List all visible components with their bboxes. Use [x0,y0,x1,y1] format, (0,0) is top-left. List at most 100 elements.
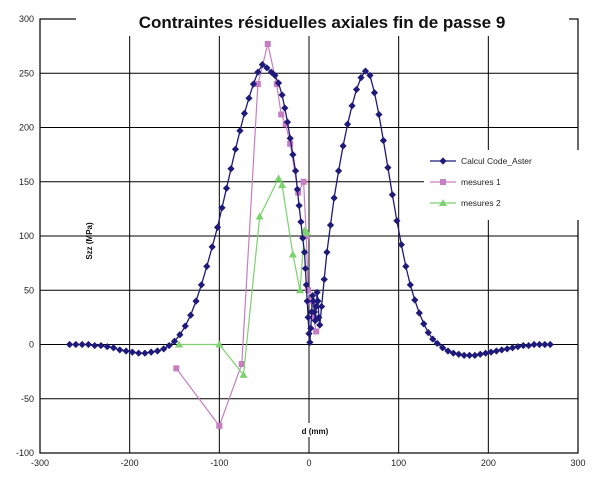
x-tick-label: 300 [570,458,585,468]
data-point [343,120,352,128]
x-tick-label: -200 [121,458,139,468]
x-tick-label: -100 [210,458,228,468]
data-point [97,341,105,350]
data-point [514,343,522,351]
data-point [482,349,490,357]
data-point [295,202,303,210]
x-axis-label: d (mm) [302,427,329,436]
data-point [492,347,501,355]
data-point [370,89,379,97]
legend-label: Calcul Code_Aster [461,156,532,166]
data-point [278,181,287,189]
data-point [192,297,200,305]
data-point [236,127,244,135]
data-point [254,68,262,76]
tick-labels: -100 -50 0 50 100 150 200 250 300 -300 -200 -100 0 10… [16,14,586,468]
data-point [122,347,130,355]
data-point [455,350,463,358]
data-point [303,228,312,236]
data-point [286,134,294,142]
data-point [282,121,289,128]
data-point [296,286,305,294]
data-point [289,151,297,159]
y-tick-label: 150 [19,177,34,187]
data-point [429,335,437,343]
data-point [263,64,271,72]
data-point [293,185,301,193]
data-point [357,73,365,82]
data-point [508,344,517,352]
data-point [222,184,231,192]
data-point [245,94,253,102]
data-point [287,140,294,147]
data-point [291,167,300,175]
data-point [535,340,544,349]
data-point [208,243,216,251]
x-tick-label: -300 [31,458,49,468]
data-point [160,345,168,353]
data-point [215,340,224,348]
y-tick-label: 250 [19,68,34,78]
data-point [297,218,305,226]
data-point [498,346,506,354]
data-point [352,85,361,94]
data-point [323,248,331,256]
data-point [424,328,432,337]
legend-entry: mesures 2 [430,198,501,208]
data-point [240,109,249,117]
data-point [109,344,118,352]
y-tick-label: 50 [24,285,34,295]
data-point [546,340,554,349]
data-point [197,281,205,289]
data-point [249,80,258,88]
data-point [375,110,383,119]
data-point [306,338,314,346]
data-point [316,321,324,329]
data-point [216,422,223,429]
data-point [91,341,99,350]
data-point [320,275,328,283]
data-point [384,164,392,172]
data-point [308,292,317,300]
data-point [476,350,484,358]
data-point [147,348,155,356]
data-point [303,233,310,239]
data-point [439,344,447,352]
data-point [366,71,374,80]
data-point [465,351,474,359]
data-point [65,340,74,349]
data-point [302,281,310,289]
data-point [307,324,315,332]
data-point [135,349,143,357]
data-point [72,340,80,349]
data-point [309,297,318,305]
data-point [487,348,495,356]
data-point [238,361,245,368]
data-point [397,241,405,249]
y-tick-label: 300 [19,14,34,24]
data-point [274,174,283,182]
data-point [227,165,235,173]
data-point [128,348,136,356]
title-background [76,8,569,36]
data-point [317,302,326,311]
data-point [449,349,457,357]
data-point [271,71,279,80]
data-point [176,331,184,339]
data-point [173,365,180,372]
data-series [65,40,554,429]
y-axis-label: Szz (MPa) [85,222,94,260]
data-point [339,142,347,150]
y-tick-label: 100 [19,231,34,241]
series-calcul-code-aster [65,60,554,359]
data-point [278,91,286,99]
data-point [274,79,283,87]
data-point [299,234,307,242]
data-point [313,288,321,297]
data-point [305,330,313,338]
data-point [388,191,396,199]
data-point [170,337,179,345]
data-point [361,67,370,75]
data-point [415,309,423,317]
data-point [301,264,310,273]
